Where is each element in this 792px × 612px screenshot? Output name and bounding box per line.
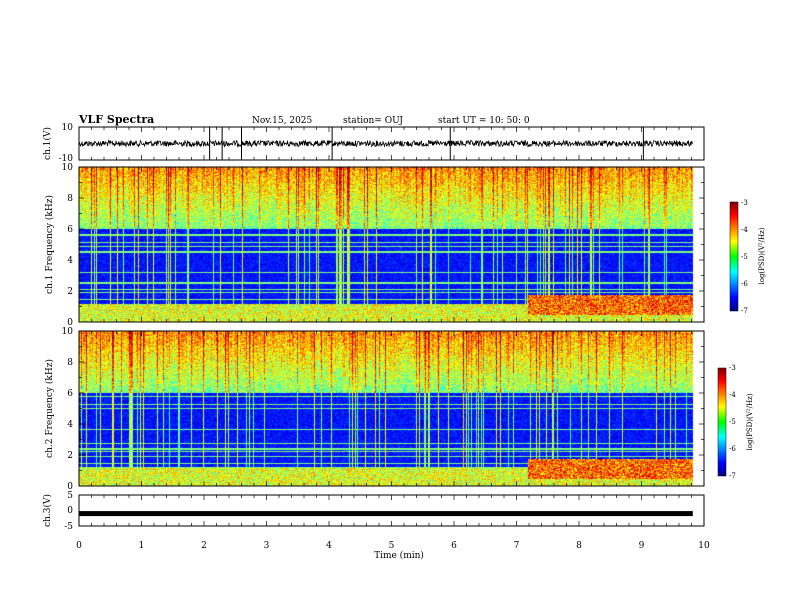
ch2-ytick-6: 6 (67, 389, 73, 399)
figure-title: VLF Spectra (78, 113, 154, 126)
xtick-1: 1 (139, 541, 145, 551)
ch1-ytick-10: 10 (62, 163, 74, 173)
ch1-spectrogram-x-ticks (78, 167, 705, 322)
ch2-ytick-4: 4 (67, 420, 73, 430)
ch2-cb-tick-m3: -3 (729, 364, 736, 372)
ch2-spectrogram-x-ticks (78, 331, 705, 486)
ch1-cb-tick-m4: -4 (741, 226, 748, 234)
ch3-x-ticks (78, 495, 705, 526)
ch2-spectrogram-panel: 0 2 4 6 8 10 ch.2 Frequency (kHz) -7 -6 … (44, 327, 754, 492)
ch2-cb-tick-m4: -4 (729, 391, 736, 399)
xtick-0: 0 (76, 541, 82, 551)
ch1-spectrogram-panel: 0 2 4 6 8 10 ch.1 Frequency (kHz) -7 -6 … (44, 163, 766, 328)
xtick-10: 10 (698, 541, 710, 551)
ch3-ytick-5: 5 (67, 491, 73, 501)
xtick-8: 8 (576, 541, 582, 551)
ch1-cb-tick-m7: -7 (741, 307, 748, 315)
ch1-ylabel: ch.1(V) (42, 127, 53, 160)
ch1-ytick-4: 4 (67, 256, 73, 266)
ch1-spectrogram-y-ticks (79, 166, 704, 323)
start-time-label: start UT = 10: 50: 0 (438, 116, 530, 126)
xtick-9: 9 (639, 541, 645, 551)
xtick-7: 7 (514, 541, 520, 551)
ch1-cb-tick-m5: -5 (741, 253, 748, 261)
ch1-spectrogram-image (79, 167, 704, 322)
ch1-cb-tick-m3: -3 (741, 199, 748, 207)
ch1-spectrogram-ylabel: ch.1 Frequency (kHz) (44, 195, 55, 294)
ch1-cb-tick-m6: -6 (741, 280, 748, 288)
ch2-colorbar-label: log(PSD)(V²/Hz) (746, 393, 754, 450)
ch1-waveform-panel: 10 -10 ch.1(V) (42, 123, 705, 164)
ch3-waveform-panel: 5 0 -5 ch.3(V) (42, 491, 705, 532)
ch3-ytick-0: 0 (67, 506, 73, 516)
ch2-cb-tick-m6: -6 (729, 445, 736, 453)
ch1-ytick-bottom: -10 (59, 154, 74, 164)
ch1-spikes (209, 127, 644, 160)
ch3-ytick-m5: -5 (64, 522, 73, 532)
ch2-ytick-2: 2 (67, 451, 73, 461)
xtick-3: 3 (264, 541, 270, 551)
ch3-ylabel: ch.3(V) (42, 494, 53, 527)
ch2-spectrogram-ylabel: ch.2 Frequency (kHz) (44, 359, 55, 458)
xtick-6: 6 (451, 541, 457, 551)
ch1-ytick-0: 0 (67, 318, 73, 328)
ch2-spectrogram-image (79, 331, 704, 486)
ch1-ytick-6: 6 (67, 225, 73, 235)
station-label: station= OUJ (343, 116, 403, 126)
ch1-x-ticks (78, 127, 705, 160)
xtick-4: 4 (326, 541, 332, 551)
ch2-cb-tick-m5: -5 (729, 418, 736, 426)
ch1-ytick-8: 8 (67, 194, 73, 204)
ch2-ytick-0: 0 (67, 482, 73, 492)
ch1-colorbar-label: log(PSD)(V²/Hz) (758, 227, 766, 284)
ch2-spectrogram-y-ticks (79, 330, 704, 487)
x-axis-label: Time (min) (374, 550, 424, 561)
ch3-trace (79, 511, 693, 517)
ch1-ytick-top: 10 (62, 123, 74, 133)
date-label: Nov.15, 2025 (252, 116, 313, 126)
ch2-colorbar (717, 367, 727, 477)
ch2-ytick-10: 10 (62, 327, 74, 337)
ch1-trace (79, 139, 693, 148)
ch2-ytick-8: 8 (67, 358, 73, 368)
ch1-colorbar (729, 201, 739, 312)
ch2-cb-tick-m7: -7 (729, 472, 736, 480)
xtick-5: 5 (389, 541, 395, 551)
ch1-ytick-2: 2 (67, 287, 73, 297)
xtick-2: 2 (201, 541, 207, 551)
